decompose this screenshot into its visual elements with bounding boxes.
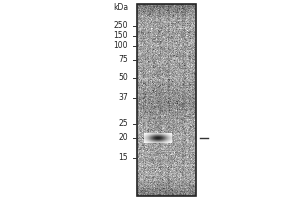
Text: 100: 100 (113, 42, 128, 50)
Bar (137, 4, 196, 196)
Text: 25: 25 (118, 119, 128, 129)
Text: 15: 15 (118, 154, 128, 162)
Text: kDa: kDa (113, 3, 128, 12)
Text: 50: 50 (118, 73, 128, 82)
Text: 37: 37 (118, 94, 128, 102)
Text: 250: 250 (113, 21, 128, 30)
Text: 20: 20 (118, 134, 128, 142)
Text: 75: 75 (118, 55, 128, 64)
Text: 150: 150 (113, 31, 128, 40)
